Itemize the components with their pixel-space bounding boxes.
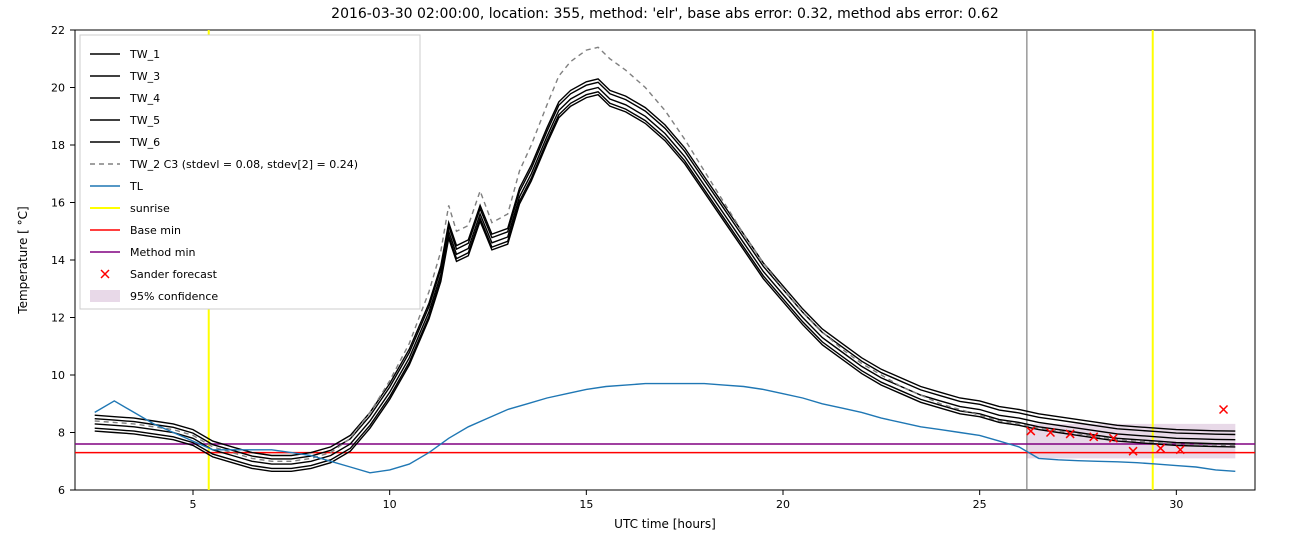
svg-text:22: 22 bbox=[51, 24, 65, 37]
legend-entry: Method min bbox=[130, 246, 196, 259]
legend-entry: TL bbox=[129, 180, 144, 193]
svg-text:20: 20 bbox=[51, 82, 65, 95]
legend-entry: sunrise bbox=[130, 202, 170, 215]
legend-entry: TW_3 bbox=[129, 70, 160, 83]
legend-entry: Base min bbox=[130, 224, 181, 237]
legend-entry: Sander forecast bbox=[130, 268, 218, 281]
svg-text:10: 10 bbox=[383, 498, 397, 511]
svg-text:6: 6 bbox=[58, 484, 65, 497]
svg-text:8: 8 bbox=[58, 427, 65, 440]
legend-entry: TW_6 bbox=[129, 136, 160, 149]
temperature-chart: 5 10 15 20 25 30 6 8 10 12 14 16 18 20 22 UTC time [hou… bbox=[0, 0, 1311, 547]
svg-text:30: 30 bbox=[1169, 498, 1183, 511]
svg-text:14: 14 bbox=[51, 254, 65, 267]
svg-text:16: 16 bbox=[51, 197, 65, 210]
x-axis-label: UTC time [hours] bbox=[614, 517, 716, 531]
svg-text:25: 25 bbox=[973, 498, 987, 511]
legend-entry: TW_2 C3 (stdevl = 0.08, stdev[2] = 0.24) bbox=[129, 158, 358, 171]
chart-title: 2016-03-30 02:00:00, location: 355, meth… bbox=[331, 6, 999, 22]
svg-text:18: 18 bbox=[51, 139, 65, 152]
legend-entry: TW_5 bbox=[129, 114, 160, 127]
svg-text:20: 20 bbox=[776, 498, 790, 511]
svg-text:5: 5 bbox=[190, 498, 197, 511]
legend-entry: TW_4 bbox=[129, 92, 160, 105]
legend-entry: TW_1 bbox=[129, 48, 160, 61]
y-axis-label: Temperature [ °C] bbox=[16, 206, 30, 314]
svg-text:12: 12 bbox=[51, 312, 65, 325]
svg-text:15: 15 bbox=[579, 498, 593, 511]
svg-text:10: 10 bbox=[51, 369, 65, 382]
legend-entry: 95% confidence bbox=[130, 290, 218, 303]
chart-container: 5 10 15 20 25 30 6 8 10 12 14 16 18 20 22 UTC time [hou… bbox=[0, 0, 1311, 547]
